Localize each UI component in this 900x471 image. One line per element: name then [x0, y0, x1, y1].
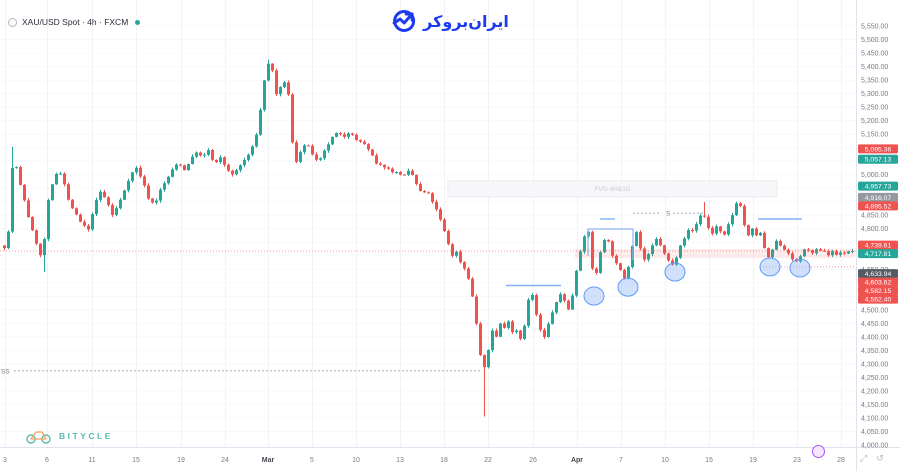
price-badge: 4,739.61	[858, 240, 898, 250]
svg-text:4,450.00: 4,450.00	[861, 321, 888, 328]
svg-text:23: 23	[793, 457, 801, 464]
candles-layer	[3, 59, 854, 417]
brand-logo-text: ایران‌بروکر	[423, 11, 509, 31]
svg-text:S: S	[666, 211, 671, 218]
svg-text:3: 3	[3, 457, 7, 464]
svg-text:4,739.61: 4,739.61	[865, 243, 892, 250]
svg-text:5,057.13: 5,057.13	[865, 157, 892, 164]
fvg-zone[interactable]: FVG 4H&1D	[447, 180, 778, 198]
price-badge: 4,582.15	[858, 286, 898, 296]
svg-text:SS: SS	[1, 368, 10, 375]
watermark-text: BITYCLE	[59, 431, 113, 441]
bitycle-watermark: BITYCLE	[26, 428, 113, 444]
svg-text:15: 15	[132, 457, 140, 464]
svg-text:24: 24	[221, 457, 229, 464]
price-badge: 4,957.73	[858, 181, 898, 191]
svg-text:18: 18	[440, 457, 448, 464]
svg-text:4,850.00: 4,850.00	[861, 213, 888, 220]
svg-text:5,450.00: 5,450.00	[861, 51, 888, 58]
svg-text:7: 7	[619, 457, 623, 464]
svg-text:11: 11	[88, 457, 95, 464]
symbol-marker-icon	[8, 17, 17, 27]
svg-text:4,916.07: 4,916.07	[865, 195, 892, 202]
svg-text:10: 10	[661, 457, 669, 464]
svg-text:4,050.00: 4,050.00	[861, 429, 888, 436]
svg-text:5: 5	[310, 457, 314, 464]
time-axis[interactable]: 3 6 11 15 19 24 Mar 5 10 13 18 22 26 Apr 7 10 15 19 23 28	[3, 457, 845, 464]
svg-text:4,633.94: 4,633.94	[865, 271, 892, 278]
brand-logo-icon	[392, 10, 416, 32]
svg-text:4,250.00: 4,250.00	[861, 375, 888, 382]
svg-text:26: 26	[529, 457, 537, 464]
reset-scale-icon[interactable]: ↺	[876, 454, 884, 464]
svg-text:10: 10	[352, 457, 360, 464]
price-badge: 4,603.62	[858, 277, 898, 287]
svg-text:5,300.00: 5,300.00	[861, 91, 888, 98]
svg-text:6: 6	[45, 457, 49, 464]
symbol-title: XAU/USD Spot · 4h · FXCM	[22, 17, 129, 27]
brand-logo: ایران‌بروکر	[391, 8, 509, 34]
gridlines	[5, 0, 842, 447]
svg-text:5,500.00: 5,500.00	[861, 37, 888, 44]
symbol-legend[interactable]: XAU/USD Spot · 4h · FXCM	[8, 17, 141, 27]
replay-badge-icon[interactable]	[812, 445, 825, 458]
maximize-icon[interactable]: ⤢	[860, 454, 868, 464]
svg-text:FVG 4H&1D: FVG 4H&1D	[594, 186, 630, 193]
svg-text:4,100.00: 4,100.00	[861, 415, 888, 422]
svg-text:4,895.52: 4,895.52	[865, 203, 892, 210]
svg-text:5,550.00: 5,550.00	[861, 24, 888, 31]
price-badge: 4,633.94	[858, 269, 898, 279]
svg-text:Mar: Mar	[262, 457, 275, 464]
svg-text:19: 19	[177, 457, 185, 464]
svg-text:4,300.00: 4,300.00	[861, 361, 888, 368]
svg-text:Apr: Apr	[571, 457, 583, 464]
axis-tools: ⤢ ↺	[860, 454, 884, 464]
svg-text:5,250.00: 5,250.00	[861, 105, 888, 112]
price-badge: 4,916.07	[858, 192, 898, 202]
svg-text:5,000.00: 5,000.00	[861, 172, 888, 179]
svg-text:5,350.00: 5,350.00	[861, 78, 888, 85]
svg-text:5,150.00: 5,150.00	[861, 132, 888, 139]
svg-text:4,500.00: 4,500.00	[861, 307, 888, 314]
svg-text:19: 19	[749, 457, 757, 464]
svg-text:4,717.81: 4,717.81	[865, 251, 892, 258]
price-badge: 4,895.52	[858, 201, 898, 211]
svg-text:4,200.00: 4,200.00	[861, 388, 888, 395]
bicycle-icon	[26, 431, 51, 444]
price-badge: 4,717.81	[858, 249, 898, 259]
price-badge: 4,562.40	[858, 294, 898, 304]
svg-text:4,000.00: 4,000.00	[861, 443, 888, 450]
svg-text:5,200.00: 5,200.00	[861, 118, 888, 125]
price-badge: 5,095.36	[858, 144, 898, 154]
svg-text:4,150.00: 4,150.00	[861, 402, 888, 409]
svg-text:4,562.40: 4,562.40	[865, 297, 892, 304]
svg-text:5,095.36: 5,095.36	[865, 146, 892, 153]
svg-text:13: 13	[396, 457, 404, 464]
svg-text:22: 22	[484, 457, 492, 464]
svg-text:28: 28	[837, 457, 845, 464]
svg-text:4,350.00: 4,350.00	[861, 348, 888, 355]
svg-text:5,400.00: 5,400.00	[861, 64, 888, 71]
svg-text:4,800.00: 4,800.00	[861, 226, 888, 233]
svg-text:4,400.00: 4,400.00	[861, 334, 888, 341]
svg-text:4,582.15: 4,582.15	[865, 288, 892, 295]
svg-text:4,957.73: 4,957.73	[865, 184, 892, 191]
price-badge: 5,057.13	[858, 154, 898, 164]
status-dot-icon	[135, 19, 141, 25]
svg-text:4,603.62: 4,603.62	[865, 280, 892, 287]
drawings-layer[interactable]: SSS	[0, 211, 856, 376]
svg-text:15: 15	[705, 457, 713, 464]
